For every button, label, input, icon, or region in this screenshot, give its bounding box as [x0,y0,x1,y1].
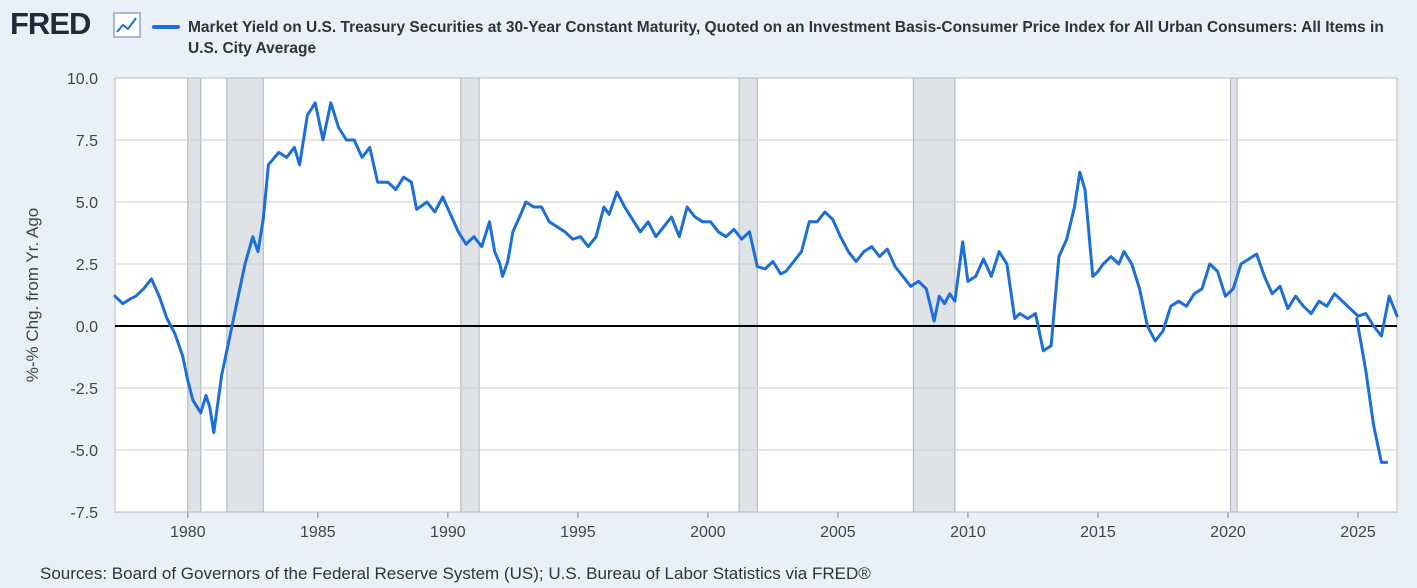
y-tick-label: 2.5 [76,257,98,274]
y-tick-label: 0.0 [76,319,98,336]
recession-band-0 [187,77,202,513]
series-line-segment [1355,317,1389,464]
legend-series-title: Market Yield on U.S. Treasury Securities… [188,19,1384,57]
x-tick-label: 2020 [1210,524,1246,541]
source-note: Sources: Board of Governors of the Feder… [40,564,871,583]
y-tick-label: 7.5 [76,133,98,150]
recession-bands [115,77,1397,513]
x-tick-label: 1995 [560,524,596,541]
y-axis-label: %-% Chg. from Yr. Ago [23,208,42,382]
legend-line-swatch [152,25,180,29]
x-tick-label: 1985 [300,524,336,541]
x-tick-label: 2010 [950,524,986,541]
recession-band-5 [1230,77,1238,513]
y-tick-label: 5.0 [76,195,98,212]
x-tick-label: 2025 [1340,524,1376,541]
series-line-segment [113,101,1399,435]
trend-chart-icon [113,12,141,38]
series [113,101,1399,464]
recession-band-2 [460,77,480,513]
y-tick-label: -7.5 [70,505,98,522]
axes: -7.5 -5.0 -2.5 0.0 2.5 5.0 7.5 10.0 1980 1985 1990… [67,71,1398,541]
x-tick-label: 1980 [170,524,206,541]
fred-logo[interactable]: FRED [10,6,91,41]
y-tick-label: -5.0 [70,443,98,460]
y-tick-label: -2.5 [70,381,98,398]
x-tick-label: 2005 [820,524,856,541]
x-tick-label: 2000 [690,524,726,541]
recession-band-3 [738,77,758,513]
x-tick-label: 1990 [430,524,466,541]
y-tick-label: 10.0 [67,71,98,88]
recession-band-1 [226,77,264,513]
chart-header: FRED Market Yield on U.S. Treasury Secur… [0,0,1417,62]
x-tick-label: 2015 [1080,524,1116,541]
chart-footer: Sources: Board of Governors of the Feder… [0,554,1417,588]
